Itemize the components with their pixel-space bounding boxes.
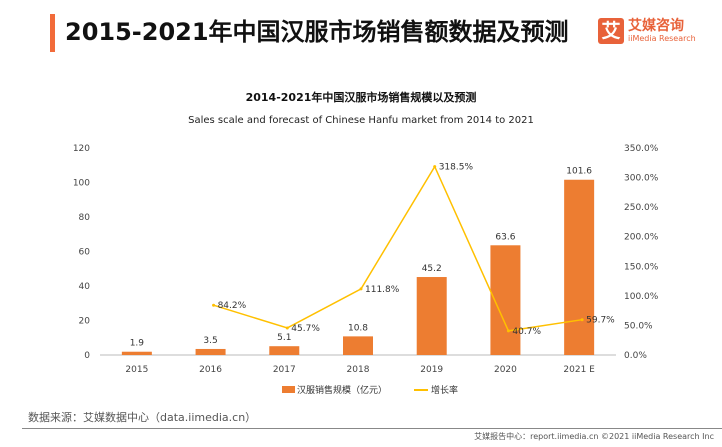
y-left-tick-label: 40 xyxy=(79,282,91,292)
bar-data-label: 5.1 xyxy=(277,333,291,343)
bar xyxy=(564,179,595,355)
logo: 艾 艾媒咨询 iiMedia Research xyxy=(598,18,696,44)
line-data-label: 59.7% xyxy=(586,316,615,326)
page-title: 2015-2021年中国汉服市场销售额数据及预测 xyxy=(65,18,569,46)
x-tick-label: 2021 E xyxy=(563,365,595,375)
line-point xyxy=(359,287,363,291)
y-left-tick-label: 0 xyxy=(84,351,90,361)
chart-title: 2014-2021年中国汉服市场销售规模以及预测 xyxy=(246,90,477,104)
logo-mark: 艾 xyxy=(598,18,624,44)
y-right-tick-label: 200.0% xyxy=(624,233,659,243)
bar-data-label: 101.6 xyxy=(566,167,592,177)
y-right-tick-label: 150.0% xyxy=(624,262,659,272)
bar xyxy=(269,346,300,355)
y-right-tick-label: 50.0% xyxy=(624,321,653,331)
y-left-tick-label: 20 xyxy=(79,317,91,327)
y-right-tick-label: 100.0% xyxy=(624,292,659,302)
copyright: 艾媒报告中心：report.iimedia.cn ©2021 iiMedia R… xyxy=(474,432,714,441)
line-point xyxy=(212,303,216,307)
x-tick-label: 2019 xyxy=(420,365,443,375)
x-tick-label: 2015 xyxy=(125,365,148,375)
chart-subtitle: Sales scale and forecast of Chinese Hanf… xyxy=(188,115,534,126)
bar xyxy=(343,336,373,355)
line-point xyxy=(506,329,510,333)
bar xyxy=(416,277,447,355)
y-right-tick-label: 0.0% xyxy=(624,351,647,361)
line-point xyxy=(580,318,584,322)
y-right-tick-label: 300.0% xyxy=(624,174,659,184)
line-data-label: 40.7% xyxy=(512,327,541,337)
x-tick-label: 2018 xyxy=(347,365,370,375)
data-source: 数据来源：艾媒数据中心（data.iimedia.cn） xyxy=(28,411,257,424)
y-left-tick-label: 100 xyxy=(73,179,90,189)
x-tick-label: 2017 xyxy=(273,365,296,375)
y-left-tick-label: 120 xyxy=(73,144,90,154)
bar-data-label: 10.8 xyxy=(348,323,368,333)
line-data-label: 318.5% xyxy=(439,163,474,173)
legend-line-label: 增长率 xyxy=(431,384,458,396)
bar xyxy=(195,348,226,355)
legend-bar-label: 汉服销售规模（亿元） xyxy=(297,384,387,396)
x-tick-label: 2020 xyxy=(494,365,517,375)
logo-cn: 艾媒咨询 xyxy=(628,17,684,34)
title-accent-bar xyxy=(50,14,55,52)
x-tick-label: 2016 xyxy=(199,365,222,375)
y-left-tick-label: 80 xyxy=(79,213,91,223)
growth-line xyxy=(213,165,583,332)
bar-data-label: 63.6 xyxy=(495,232,515,242)
y-left-tick-label: 60 xyxy=(79,248,91,258)
legend-bar-swatch xyxy=(282,386,295,393)
logo-en: iiMedia Research xyxy=(628,33,696,43)
bar-data-label: 45.2 xyxy=(422,264,442,274)
line-data-label: 111.8% xyxy=(365,285,400,295)
line-point xyxy=(433,165,437,169)
divider xyxy=(22,428,722,429)
bar-data-label: 1.9 xyxy=(130,339,145,349)
y-right-tick-label: 350.0% xyxy=(624,144,659,154)
bar-data-label: 3.5 xyxy=(203,336,217,346)
y-right-tick-label: 250.0% xyxy=(624,203,659,213)
line-point xyxy=(285,326,289,330)
line-data-label: 84.2% xyxy=(218,301,247,311)
line-data-label: 45.7% xyxy=(291,324,320,334)
bar xyxy=(121,351,152,355)
